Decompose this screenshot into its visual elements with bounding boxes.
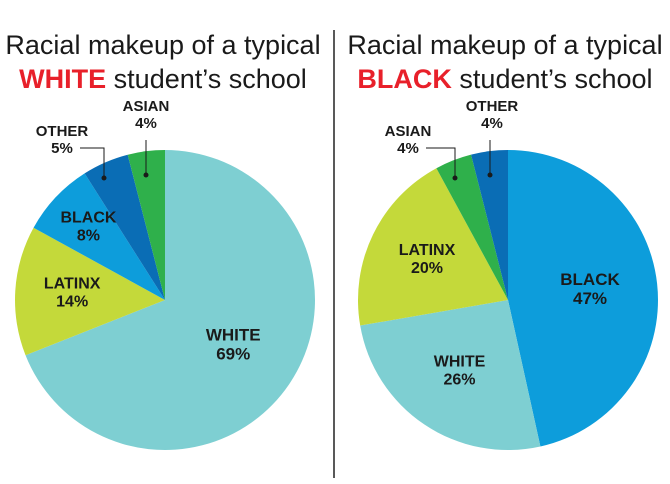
chart-2-label-black: BLACK: [560, 270, 620, 289]
chart-2-label-white: WHITE: [434, 354, 486, 371]
chart-2-title-line1: Racial makeup of a typical: [347, 30, 662, 60]
chart-1-value-asian: 4%: [135, 115, 157, 132]
chart-1-slice-other: [84, 154, 165, 300]
chart-2-slice-latinx: [358, 168, 508, 326]
chart-2-label-asian: ASIAN: [385, 123, 432, 140]
chart-white-student-school: Racial makeup of a typical WHITE student…: [5, 30, 321, 450]
chart-1-title-line1: Racial makeup of a typical: [5, 30, 320, 60]
chart-2-label-other: OTHER: [466, 98, 519, 115]
chart-1-pie: [15, 150, 315, 450]
chart-2-value-white: 26%: [444, 372, 476, 389]
chart-2-slice-white: [360, 300, 541, 450]
chart-2-label-latinx: LATINX: [399, 242, 456, 259]
chart-1-label-other: OTHER: [36, 123, 89, 140]
chart-2-title-highlight: BLACK: [357, 64, 452, 94]
chart-1-slice-black: [33, 173, 165, 300]
chart-2-value-asian: 4%: [397, 140, 419, 157]
chart-2-title-rest: student’s school: [452, 64, 653, 94]
chart-2-slice-asian: [436, 154, 508, 300]
chart-1-label-white: WHITE: [206, 325, 261, 344]
chart-1-label-latinx: LATINX: [44, 276, 101, 293]
chart-2-title-line2: BLACK student’s school: [357, 64, 652, 94]
chart-1-slice-latinx: [15, 227, 166, 356]
chart-1-leader-other: [80, 147, 105, 178]
chart-black-student-school: Racial makeup of a typical BLACK student…: [347, 30, 663, 450]
chart-2-value-black: 47%: [573, 289, 607, 308]
chart-2-leader-dot-asian: [452, 175, 458, 181]
chart-1-slice-white: [25, 150, 315, 450]
chart-2-slice-other: [471, 150, 508, 300]
chart-1-value-other: 5%: [51, 140, 73, 157]
chart-2-slice-black: [508, 150, 659, 447]
chart-1-value-white: 69%: [216, 344, 250, 363]
chart-1-slice-asian: [127, 150, 165, 300]
chart-1-title-line2: WHITE student’s school: [19, 64, 307, 94]
chart-1-leader-dot-other: [101, 175, 107, 181]
chart-1-title-highlight: WHITE: [19, 64, 106, 94]
chart-2-value-latinx: 20%: [411, 260, 443, 277]
chart-1-leader-dot-asian: [143, 172, 149, 178]
chart-2-value-other: 4%: [481, 115, 503, 132]
chart-1-value-latinx: 14%: [56, 294, 88, 311]
chart-1-value-black: 8%: [77, 228, 100, 245]
chart-1-label-asian: ASIAN: [123, 98, 170, 115]
chart-2-leader-dot-other: [487, 172, 493, 178]
chart-2-pie: [358, 150, 659, 450]
chart-1-label-black: BLACK: [60, 210, 116, 227]
chart-2-leader-asian: [426, 147, 456, 178]
chart-1-title-rest: student’s school: [106, 64, 307, 94]
